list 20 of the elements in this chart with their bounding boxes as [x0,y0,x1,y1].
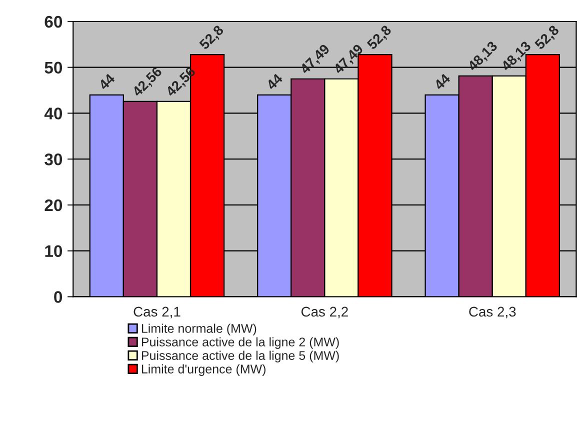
legend-label: Puissance active de la ligne 2 (MW) [142,337,339,349]
data-label: 44 [433,72,451,90]
data-label: 52,8 [534,24,561,52]
y-tick-label: 30 [44,154,62,166]
x-tick-label: Cas 2,2 [301,306,348,318]
y-tick-label: 0 [54,291,62,303]
legend-label: Limite normale (MW) [142,324,256,336]
x-tick-label: Cas 2,3 [469,306,516,318]
data-label: 52,8 [366,24,394,52]
y-tick-label: 60 [44,16,62,28]
y-tick-label: 40 [44,108,62,120]
legend-label: Limite d'urgence (MW) [142,364,266,376]
data-label: 52,8 [198,24,226,52]
x-tick-label: Cas 2,1 [134,306,180,318]
data-label: 44 [98,72,116,90]
y-tick-label: 20 [44,199,62,212]
y-tick-label: 50 [44,62,62,74]
legend-label: Puissance active de la ligne 5 (MW) [142,350,339,362]
y-tick-label: 10 [45,245,62,258]
data-label: 44 [266,72,284,90]
